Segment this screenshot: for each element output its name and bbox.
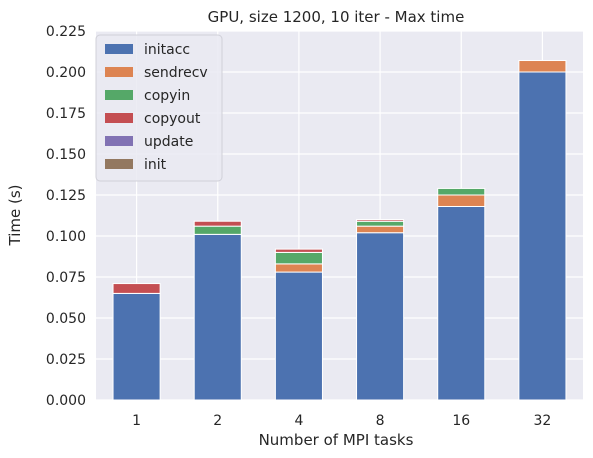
legend-label-copyin: copyin (144, 88, 190, 104)
bar-segment-sendrecv-4 (274, 263, 323, 273)
y-tick-label: 0.075 (46, 270, 86, 286)
bar-segment-initacc-2 (193, 233, 242, 401)
legend-swatch-sendrecv (105, 67, 133, 77)
y-tick-label: 0.225 (46, 24, 86, 40)
x-tick-label: 2 (213, 413, 222, 429)
bar-segment-copyout-2 (193, 220, 242, 227)
x-tick-label: 1 (132, 413, 141, 429)
x-tick-label: 8 (376, 413, 385, 429)
bar-segment-copyin-8 (356, 220, 405, 227)
chart-title: GPU, size 1200, 10 iter - Max time (208, 8, 465, 26)
y-tick-labels: 0.000 0.025 0.050 0.075 0.100 0.125 0.150 0.175… (46, 24, 86, 409)
legend: initacc sendrecv copyin copyout update init (95, 34, 223, 182)
bar-segment-initacc-1 (112, 292, 161, 401)
y-tick-label: 0.125 (46, 188, 86, 204)
legend-swatch-initacc (105, 44, 133, 54)
x-tick-label: 4 (294, 413, 303, 429)
bar-segment-sendrecv-8 (356, 225, 405, 234)
y-axis-label: Time (s) (6, 185, 24, 247)
x-tick-label: 32 (534, 413, 552, 429)
bar-segment-copyout-4 (274, 248, 323, 253)
y-tick-label: 0.050 (46, 311, 86, 327)
bar-segment-copyin-2 (193, 225, 242, 235)
legend-label-init: init (144, 157, 167, 173)
y-tick-label: 0.025 (46, 352, 86, 368)
bar-segment-copyout-1 (112, 283, 161, 294)
bar-segment-initacc-8 (356, 232, 405, 401)
y-tick-label: 0.200 (46, 65, 86, 81)
y-tick-label: 0.100 (46, 229, 86, 245)
legend-swatch-copyin (105, 90, 133, 100)
bar-segment-copyin-16 (437, 187, 486, 196)
x-tick-label: 16 (452, 413, 470, 429)
legend-label-copyout: copyout (144, 111, 201, 127)
bars (112, 60, 567, 401)
legend-label-sendrecv: sendrecv (144, 65, 208, 81)
legend-swatch-update (105, 136, 133, 146)
y-tick-label: 0.150 (46, 147, 86, 163)
bar-segment-copyout-8 (356, 219, 405, 222)
y-tick-label: 0.175 (46, 106, 86, 122)
bar-segment-copyin-4 (274, 251, 323, 265)
bar-segment-initacc-32 (518, 71, 567, 401)
bar-segment-sendrecv-16 (437, 194, 486, 207)
legend-swatch-copyout (105, 113, 133, 123)
bar-segment-sendrecv-32 (518, 60, 567, 73)
bar-segment-initacc-4 (274, 271, 323, 401)
legend-label-initacc: initacc (144, 42, 190, 58)
x-tick-labels: 1 2 4 8 16 32 (132, 413, 551, 429)
x-axis-label: Number of MPI tasks (259, 431, 414, 449)
legend-label-update: update (144, 134, 193, 150)
y-tick-label: 0.000 (46, 393, 86, 409)
legend-swatch-init (105, 159, 133, 169)
bar-segment-initacc-16 (437, 205, 486, 401)
